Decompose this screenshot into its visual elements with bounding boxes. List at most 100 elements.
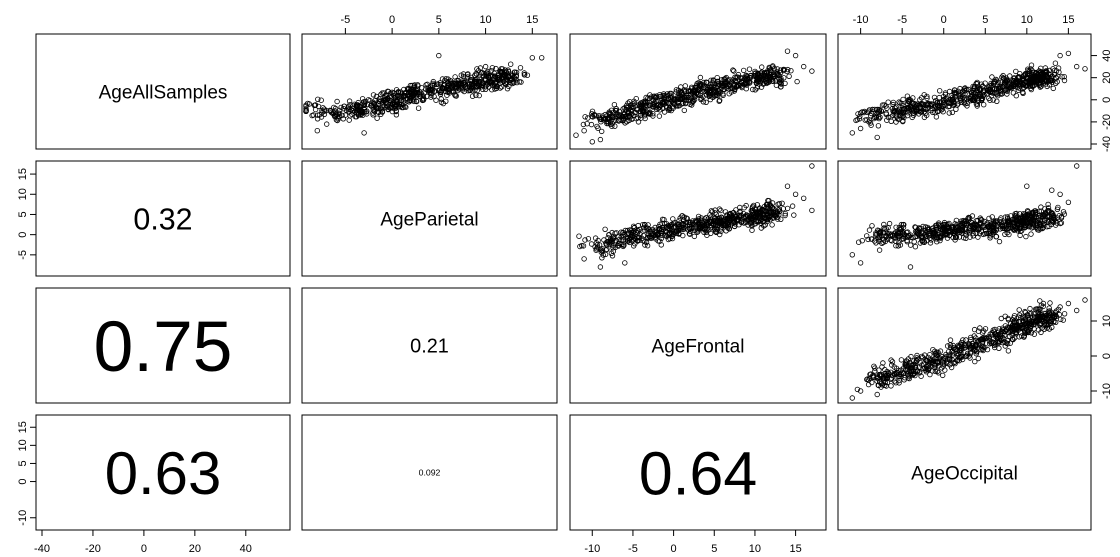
- correlation-value: 0.092: [419, 468, 441, 478]
- scatter-point: [882, 238, 888, 245]
- scatter-point: [912, 101, 918, 107]
- scatter-point: [870, 373, 876, 379]
- scatter-point: [339, 112, 345, 119]
- scatter-point: [1082, 66, 1088, 72]
- axis-tick-label: -20: [1101, 114, 1113, 130]
- scatter-point: [890, 99, 896, 106]
- scatter-point: [1027, 78, 1033, 85]
- scatter-point: [622, 120, 628, 126]
- scatter-point: [1010, 83, 1017, 89]
- scatter-point: [1055, 204, 1061, 211]
- scatter-panel-r1-c2: [576, 163, 815, 270]
- scatter-point: [321, 108, 327, 114]
- scatter-point: [1012, 79, 1019, 85]
- scatter-point: [1065, 50, 1072, 57]
- scatter-point: [1004, 229, 1010, 236]
- scatter-point: [980, 339, 986, 345]
- scatter-point: [927, 371, 933, 378]
- scatter-panel-r2-c3: [849, 297, 1088, 401]
- scatter-point: [435, 81, 441, 87]
- scatter-point: [975, 98, 982, 104]
- scatter-point: [896, 99, 902, 105]
- scatter-point: [627, 114, 634, 120]
- scatter-point: [869, 223, 875, 229]
- scatter-point: [1023, 233, 1029, 240]
- scatter-point: [869, 379, 875, 386]
- scatter-point: [762, 215, 768, 221]
- scatter-panel-r0-c1: [303, 52, 545, 136]
- scatter-point: [1005, 83, 1011, 89]
- scatter-point: [985, 87, 991, 94]
- scatter-point: [857, 388, 864, 394]
- scatter-point: [498, 84, 505, 90]
- scatter-point: [853, 117, 859, 124]
- scatter-point: [961, 234, 967, 241]
- scatter-point: [713, 89, 719, 95]
- scatter-point: [963, 337, 969, 343]
- scatter-point: [955, 342, 961, 348]
- scatter-point: [493, 65, 499, 72]
- scatter-point: [1061, 77, 1068, 84]
- scatter-point: [966, 227, 972, 233]
- scatter-point: [935, 359, 941, 365]
- scatter-point: [630, 103, 636, 109]
- scatter-point: [729, 84, 735, 91]
- scatter-point: [913, 357, 920, 364]
- scatter-point: [1043, 219, 1049, 226]
- scatter-point: [1028, 85, 1034, 91]
- scatter-point: [774, 66, 781, 72]
- scatter-point: [914, 355, 920, 361]
- scatter-point: [1002, 323, 1009, 329]
- scatter-point: [440, 86, 446, 92]
- scatter-point: [899, 369, 905, 376]
- scatter-point: [390, 92, 397, 99]
- scatter-point: [475, 82, 482, 88]
- scatter-point: [1053, 68, 1060, 74]
- scatter-point: [919, 229, 926, 235]
- scatter-point: [945, 103, 951, 110]
- scatter-point: [877, 230, 883, 237]
- scatter-point: [659, 232, 665, 239]
- scatter-point: [951, 101, 958, 107]
- scatter-point: [767, 210, 773, 217]
- axis-tick-label: 40: [240, 543, 252, 555]
- scatter-point: [738, 219, 745, 226]
- axis-tick-label: -5: [897, 14, 907, 26]
- scatter-point: [904, 112, 911, 119]
- scatter-point: [1010, 336, 1016, 343]
- scatter-point: [782, 80, 788, 87]
- scatter-point: [679, 213, 685, 219]
- scatter-point: [937, 100, 943, 106]
- scatter-point: [743, 72, 749, 78]
- scatter-point: [1052, 319, 1059, 325]
- scatter-point: [977, 325, 983, 331]
- scatter-point: [746, 66, 753, 72]
- scatter-point: [934, 368, 941, 374]
- scatter-point: [507, 72, 514, 79]
- scatter-point: [1044, 213, 1051, 220]
- scatter-point: [959, 226, 966, 232]
- scatter-point: [767, 212, 773, 219]
- scatter-point: [680, 222, 686, 228]
- scatter-point: [943, 230, 949, 236]
- scatter-point: [680, 232, 686, 239]
- scatter-point: [999, 328, 1005, 334]
- scatter-point: [635, 222, 641, 229]
- scatter-point: [703, 221, 709, 228]
- scatter-point: [794, 78, 800, 85]
- scatter-point: [1049, 218, 1055, 225]
- scatter-point: [915, 356, 921, 362]
- scatter-point: [947, 96, 954, 103]
- scatter-point: [361, 99, 367, 105]
- scatter-point: [910, 101, 916, 107]
- scatter-point: [1020, 73, 1027, 79]
- scatter-point: [694, 91, 701, 97]
- scatter-point: [1043, 315, 1050, 322]
- scatter-point: [997, 87, 1003, 94]
- scatter-point: [597, 264, 604, 270]
- scatter-point: [482, 86, 489, 92]
- scatter-point: [663, 99, 670, 105]
- scatter-point: [752, 87, 758, 93]
- correlation-value: 0.63: [105, 440, 222, 507]
- scatter-point: [887, 237, 894, 243]
